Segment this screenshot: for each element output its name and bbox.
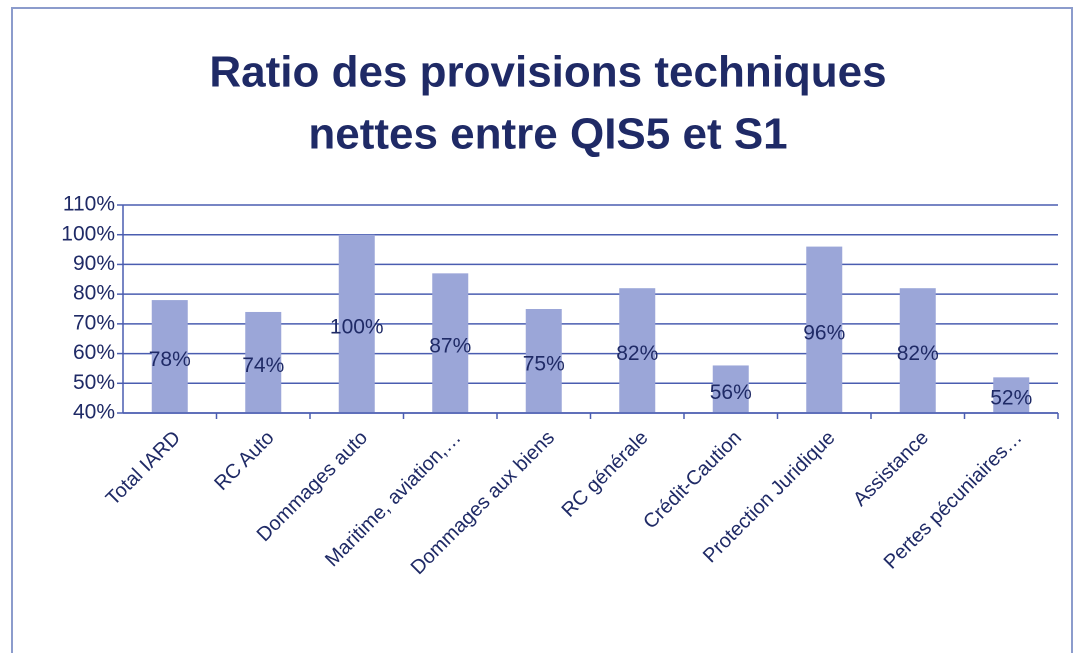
value-label: 56% bbox=[710, 381, 752, 404]
x-tick-label: Total IARD bbox=[102, 427, 185, 510]
chart-frame bbox=[11, 7, 1073, 653]
bar bbox=[525, 309, 562, 413]
y-tick-label: 110% bbox=[63, 193, 115, 216]
value-label: 82% bbox=[616, 342, 658, 365]
value-label: 74% bbox=[242, 354, 284, 377]
y-tick-label: 60% bbox=[73, 341, 115, 364]
x-tick-label: RC générale bbox=[558, 427, 653, 522]
bar bbox=[993, 377, 1030, 413]
y-tick-label: 50% bbox=[73, 371, 115, 394]
chart-title: Ratio des provisions techniques bbox=[209, 48, 886, 97]
bar bbox=[899, 288, 936, 413]
bar bbox=[712, 365, 749, 413]
bar bbox=[151, 300, 188, 413]
value-label: 52% bbox=[990, 387, 1032, 410]
y-tick-label: 70% bbox=[73, 311, 115, 334]
value-label: 96% bbox=[803, 321, 845, 344]
y-tick-label: 100% bbox=[61, 222, 115, 245]
bar bbox=[338, 234, 375, 413]
y-tick-label: 40% bbox=[73, 401, 115, 424]
x-tick-label: Crédit-Caution bbox=[639, 427, 746, 534]
x-tick-label: RC Auto bbox=[210, 427, 278, 495]
x-tick-label: Assistance bbox=[849, 427, 933, 511]
value-label: 78% bbox=[149, 348, 191, 371]
y-tick-label: 90% bbox=[73, 252, 115, 275]
bar bbox=[245, 311, 282, 413]
bar bbox=[432, 273, 469, 413]
value-label: 82% bbox=[897, 342, 939, 365]
bar bbox=[806, 246, 843, 413]
bar bbox=[619, 288, 656, 413]
chart-title: nettes entre QIS5 et S1 bbox=[308, 110, 787, 159]
y-tick-label: 80% bbox=[73, 282, 115, 305]
value-label: 87% bbox=[429, 335, 471, 358]
value-label: 75% bbox=[523, 353, 565, 376]
value-label: 100% bbox=[330, 315, 384, 338]
